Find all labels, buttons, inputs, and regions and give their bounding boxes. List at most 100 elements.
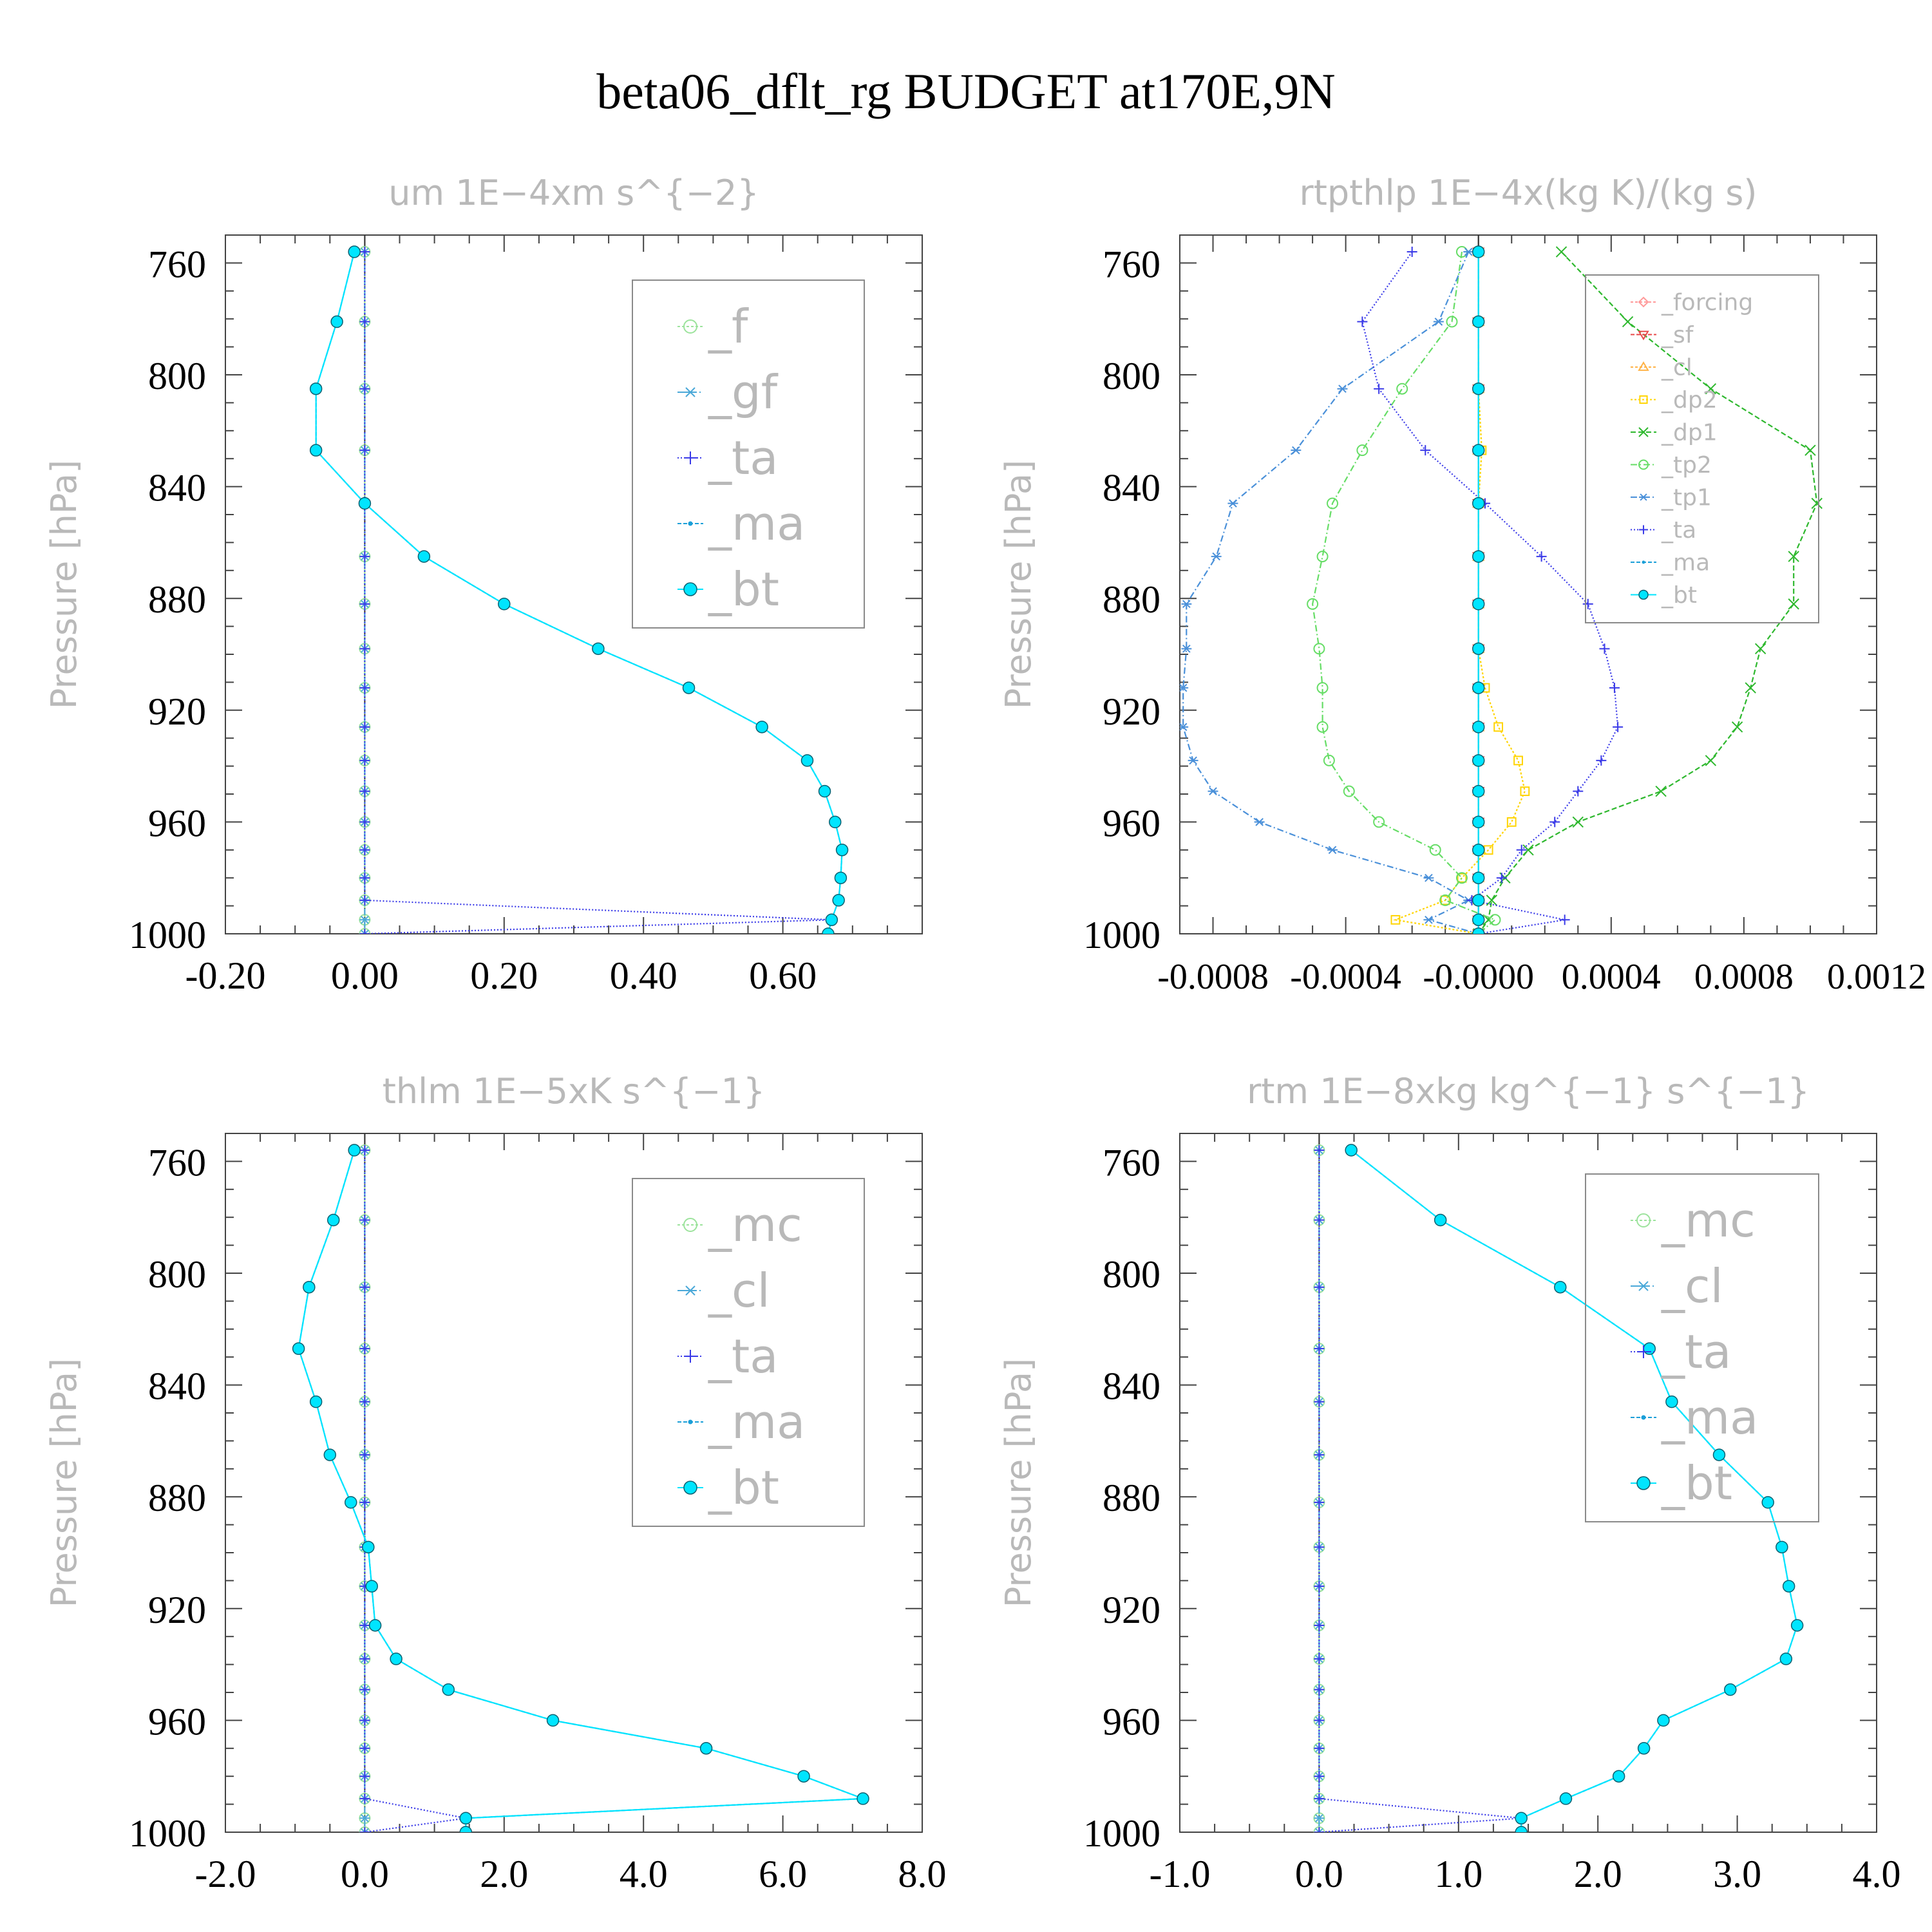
data-point [330, 315, 343, 328]
data-point [1291, 446, 1302, 455]
data-point [1493, 722, 1504, 732]
data-point [1455, 872, 1468, 884]
data-point [825, 913, 838, 927]
series-tp1 [1180, 247, 1484, 934]
data-point [1181, 600, 1192, 609]
data-point [546, 1714, 560, 1727]
data-point [359, 915, 370, 924]
data-point [345, 1496, 357, 1509]
y-tick-label: 1000 [1083, 914, 1160, 956]
data-point [1396, 383, 1408, 395]
legend-marker [1636, 1476, 1651, 1490]
data-point [800, 754, 814, 767]
series-line [1318, 1150, 1522, 1832]
data-point [359, 929, 370, 934]
legend-marker [1638, 361, 1649, 371]
legend-item: _tp2 [1631, 452, 1712, 478]
data-point [359, 551, 370, 562]
y-tick-label: 840 [148, 1365, 206, 1408]
x-tick-label: 4.0 [620, 1853, 668, 1895]
legend-marker [683, 319, 697, 334]
data-point [1655, 785, 1667, 797]
data-point [1559, 1792, 1573, 1805]
legend-item: _forcing [1631, 290, 1753, 316]
data-point [592, 642, 605, 656]
data-point [1506, 817, 1517, 827]
data-point [359, 1145, 370, 1156]
legend: _forcing _sf _cl _dp2 _dp1 _tp2 _tp1 _ta _ma _bt [1585, 274, 1819, 623]
data-point [1657, 1714, 1670, 1727]
plot-area [292, 1144, 869, 1832]
data-point [1316, 682, 1329, 694]
x-tick-label: 0.0 [1295, 1853, 1343, 1895]
data-point [1804, 444, 1816, 456]
legend-item: _bt [677, 562, 779, 616]
panel-title: um 1E−4xm s^{−2} [388, 173, 759, 213]
data-point [699, 1742, 713, 1755]
data-point [1314, 1145, 1325, 1156]
x-tick-label: 1.0 [1434, 1853, 1482, 1895]
x-tick-label: 0.60 [749, 954, 817, 997]
legend-item: _ta [677, 1329, 778, 1383]
legend-item: _ta [677, 431, 778, 485]
legend-marker [1638, 296, 1649, 308]
legend-marker [688, 521, 693, 526]
data-point [818, 784, 831, 798]
y-tick-label: 880 [1103, 578, 1160, 621]
data-point [1314, 1828, 1325, 1832]
legend: _f _gf _ta _ma _bt [632, 279, 865, 629]
legend-marker [1639, 525, 1648, 535]
data-point [323, 1448, 337, 1461]
data-point [1779, 1653, 1793, 1665]
y-tick-label: 760 [148, 1141, 206, 1184]
plot-frame [225, 234, 923, 934]
data-point [1357, 316, 1368, 327]
legend-marker [688, 1419, 693, 1425]
legend-item: _cl [1631, 1259, 1723, 1313]
y-tick-label: 960 [1103, 802, 1160, 844]
y-tick-label: 920 [148, 1589, 206, 1631]
data-point [1516, 844, 1527, 855]
legend-box [632, 279, 865, 629]
series-gf [359, 247, 370, 934]
plot-frame [1179, 1133, 1877, 1833]
data-point [1612, 1770, 1625, 1783]
data-point [1313, 643, 1325, 655]
x-tick-label: -0.20 [185, 954, 266, 997]
data-point [359, 786, 370, 797]
panel-3: thlm 1E−5xK s^{−1} Pressure [hPa] 760 800 84… [44, 1071, 947, 1895]
legend-item: _sf [1631, 322, 1694, 348]
y-tick-label: 960 [148, 802, 206, 844]
data-point [359, 1814, 370, 1823]
data-point [1314, 1396, 1325, 1407]
legend-marker [683, 1218, 697, 1232]
legend-marker [1641, 1415, 1646, 1420]
data-point [1622, 316, 1634, 328]
y-axis-label: Pressure [hPa] [998, 460, 1039, 709]
legend-label: _bt [708, 1461, 779, 1515]
data-point [359, 1743, 370, 1754]
data-point [459, 1826, 473, 1832]
data-point [1180, 723, 1189, 732]
data-point [292, 1342, 305, 1355]
legend-label: _ta [1661, 517, 1696, 544]
series-line [1392, 252, 1526, 934]
data-point [1314, 1793, 1325, 1804]
plot-area [309, 245, 849, 934]
legend-marker [1637, 1345, 1650, 1358]
y-tick-label: 800 [1103, 355, 1160, 397]
data-point [1314, 1215, 1325, 1226]
data-point [1515, 1812, 1528, 1825]
legend-label: _tp1 [1661, 485, 1712, 511]
legend-marker [1638, 427, 1649, 437]
series-bt [292, 1144, 869, 1832]
data-point [1420, 445, 1431, 456]
data-point [832, 894, 845, 907]
data-point [1555, 246, 1567, 258]
y-tick-label: 800 [148, 1253, 206, 1296]
legend-label: _ta [708, 1329, 778, 1383]
legend: _mc _cl _ta _ma _bt [1585, 1173, 1819, 1522]
data-point [359, 445, 370, 456]
data-point [365, 1580, 378, 1593]
page-title: beta06_dflt_rg BUDGET at170E,9N [596, 63, 1335, 119]
